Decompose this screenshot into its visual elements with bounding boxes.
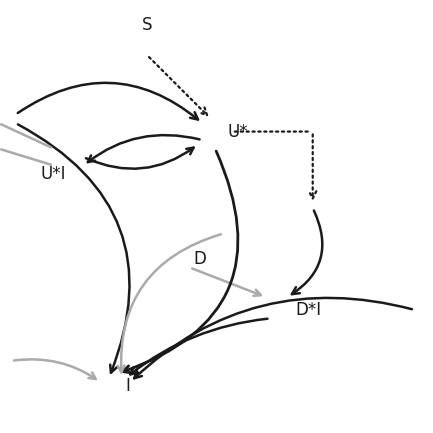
Text: U*I: U*I [41, 165, 66, 183]
Text: U*: U* [228, 123, 249, 141]
Text: S: S [142, 16, 152, 34]
Text: I: I [126, 377, 131, 395]
Text: D: D [194, 250, 207, 268]
Text: D*I: D*I [296, 301, 322, 319]
